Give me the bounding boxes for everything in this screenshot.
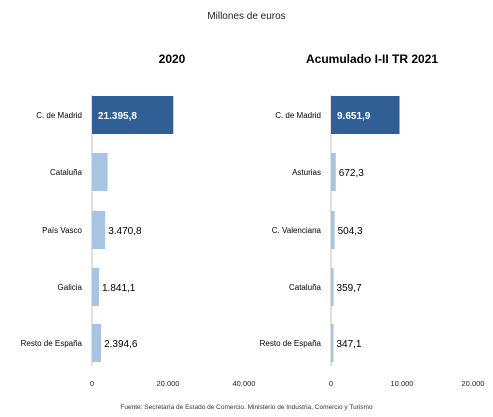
chart-0-bar-0 xyxy=(92,96,174,134)
chart-1-data-label-0: 9.651,9 xyxy=(337,111,371,122)
chart-1-data-label-1: 672,3 xyxy=(339,168,364,179)
chart-1-category-label-3: Cataluña xyxy=(289,283,322,292)
chart-1-data-label-3: 359,7 xyxy=(337,283,362,294)
chart-1-bar-4 xyxy=(331,324,334,362)
chart-1-category-label-4: Resto de España xyxy=(260,339,322,348)
chart-1-data-label-2: 504,3 xyxy=(338,226,363,237)
chart-0-category-label-2: País Vasco xyxy=(42,226,82,235)
chart-0-data-label-4: 2.394,6 xyxy=(104,339,138,350)
chart-1-bar-0 xyxy=(331,96,400,134)
chart-0-bar-4 xyxy=(92,324,102,362)
chart-0-tick-label-2: 40.000 xyxy=(233,379,256,388)
chart-0-category-label-3: Galicia xyxy=(58,283,83,292)
chart-1-title: Acumulado I-II TR 2021 xyxy=(306,52,438,66)
source-note: Fuente: Secretaría de Estado de Comercio… xyxy=(120,404,373,411)
chart-1-tick-label-1: 10.000 xyxy=(391,379,414,388)
chart-0-tick-label-0: 0 xyxy=(90,379,94,388)
chart-0-title: 2020 xyxy=(159,52,186,66)
chart-0-category-label-1: Cataluña xyxy=(50,168,83,177)
chart-subtitle: Millones de euros xyxy=(207,11,286,22)
chart-0-bar-3 xyxy=(92,268,99,306)
chart-1-bar-2 xyxy=(331,211,335,249)
chart-1-tick-label-0: 0 xyxy=(329,379,333,388)
chart-1-bar-1 xyxy=(331,153,336,191)
chart-1-data-label-4: 347,1 xyxy=(336,339,361,350)
chart-0-data-label-2: 3.470,8 xyxy=(108,226,142,237)
chart-0-data-label-3: 1.841,1 xyxy=(102,283,136,294)
chart-1-category-label-2: C. Valenciana xyxy=(272,226,322,235)
chart-0-category-label-0: C. de Madrid xyxy=(36,111,82,120)
chart-1-category-label-1: Asturias xyxy=(292,168,321,177)
chart-0-bar-2 xyxy=(92,211,106,249)
chart-0-tick-label-1: 20.000 xyxy=(157,379,180,388)
chart-0-data-label-0: 21.395,8 xyxy=(98,111,137,122)
chart-0-category-label-4: Resto de España xyxy=(21,339,83,348)
chart-0-bar-1 xyxy=(92,153,108,191)
chart-1-tick-label-2: 20.000 xyxy=(462,379,485,388)
chart-1-bar-3 xyxy=(331,268,334,306)
chart-1-category-label-0: C. de Madrid xyxy=(275,111,321,120)
